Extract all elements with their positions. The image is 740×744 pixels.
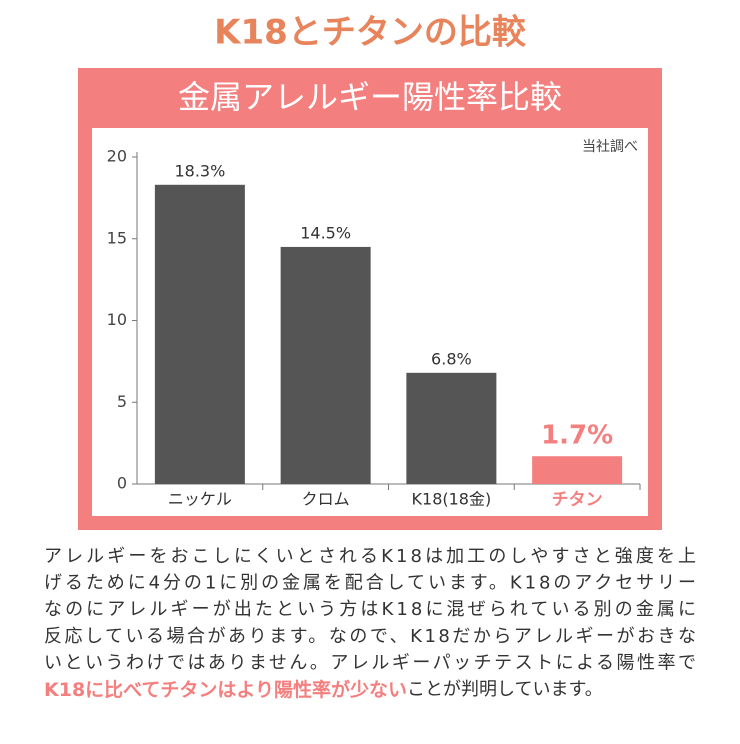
y-tick-label: 5 — [117, 392, 127, 411]
y-tick-label: 0 — [117, 474, 127, 493]
value-label: 6.8% — [431, 349, 472, 368]
paragraph-line: アレルギーをおこしにくいとされるK18は加工のしやすさと強度を上 — [44, 546, 696, 567]
x-tick-label: クロム — [302, 490, 350, 509]
x-tick-label: K18(18金) — [412, 490, 492, 509]
value-label: 1.7% — [541, 421, 613, 451]
bar — [532, 456, 623, 484]
value-label: 18.3% — [174, 161, 225, 180]
x-tick-label: ニッケル — [168, 490, 232, 509]
paragraph-tail: ことが判明しています。 — [407, 679, 603, 700]
paragraph-line: なのにアレルギーが出たという方はK18に混ぜられている別の金属に — [44, 599, 696, 620]
paragraph-line: いというわけではありません。アレルギーパッチテストによる陽性率で — [44, 652, 696, 673]
paragraph-line: K18に比べてチタンはより陽性率が少ないことが判明しています。 — [44, 678, 603, 701]
bar — [280, 246, 371, 484]
x-tick-label: チタン — [552, 490, 603, 510]
y-tick-label: 15 — [107, 228, 127, 247]
highlight: K18に比べてチタンはより陽性率が少ない — [44, 678, 407, 701]
chart-title: 金属アレルギー陽性率比較 — [178, 78, 562, 116]
paragraph: アレルギーをおこしにくいとされるK18は加工のしやすさと強度を上げるために4分の… — [44, 546, 696, 701]
paragraph-line: げるために4分の1に別の金属を配合しています。K18のアクセサリー — [44, 573, 696, 594]
chart-note: 当社調べ — [582, 139, 638, 155]
paragraph-line: 反応している場合があります。なので、K18だからアレルギーがおきな — [44, 626, 696, 647]
page-title: K18とチタンの比較 — [214, 13, 527, 53]
bar — [406, 372, 497, 484]
value-label: 14.5% — [300, 223, 351, 242]
y-tick-label: 10 — [107, 310, 127, 329]
y-tick-label: 20 — [107, 147, 127, 166]
bar — [154, 184, 245, 485]
chart: 0 5 10 15 20 ニッケル 18.3% クロム 14.5% K18(18金) 6.8% チタン… — [107, 147, 641, 510]
